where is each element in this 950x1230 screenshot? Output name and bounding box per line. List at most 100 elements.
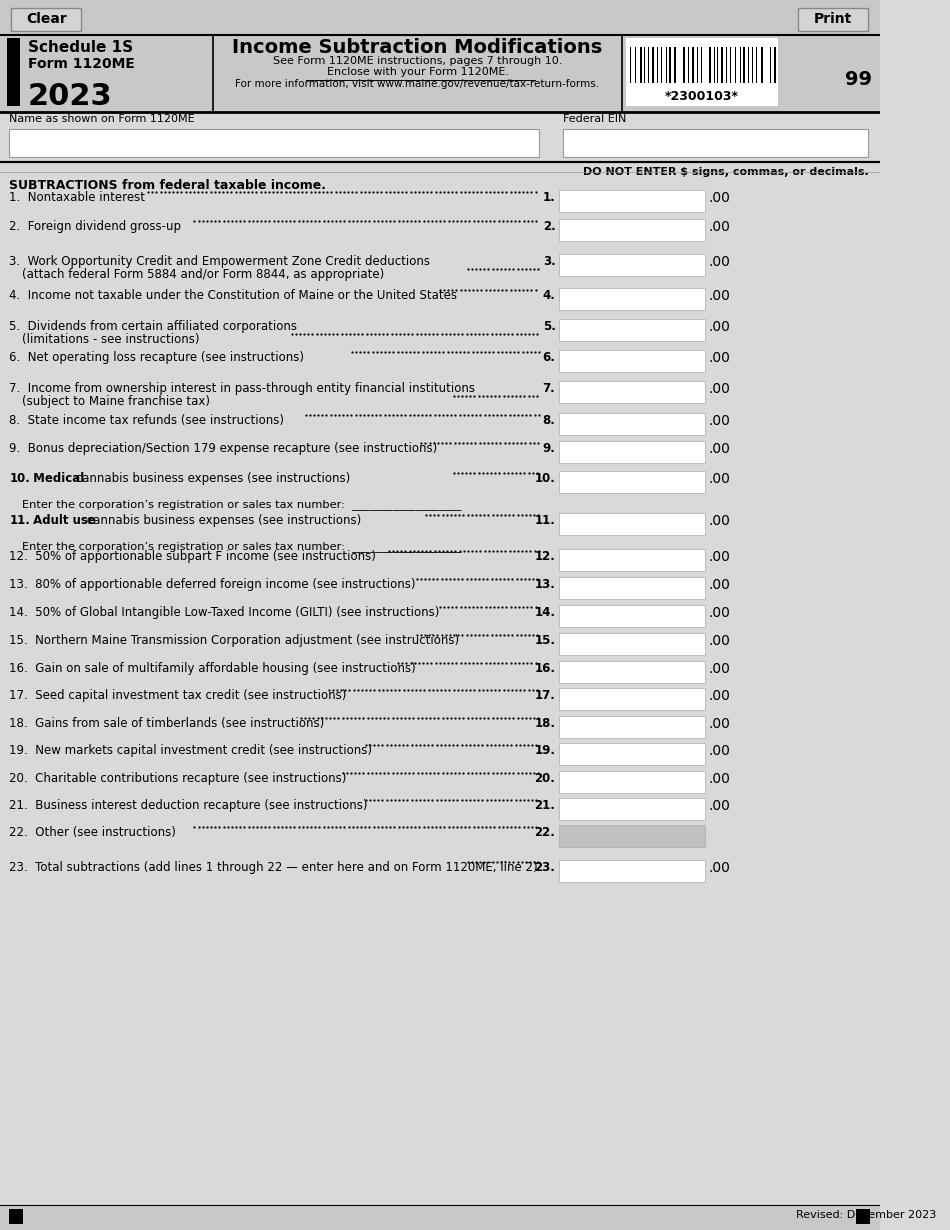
Bar	[560, 577, 705, 599]
Text: 4.: 4.	[542, 289, 556, 303]
Bar	[560, 255, 705, 276]
Text: (attach federal Form 5884 and/or Form 8844, as appropriate): (attach federal Form 5884 and/or Form 88…	[22, 268, 385, 280]
Text: 16.: 16.	[535, 662, 556, 675]
Text: .00: .00	[709, 220, 731, 234]
Text: 6.: 6.	[542, 351, 556, 364]
Text: cannabis business expenses (see instructions): cannabis business expenses (see instruct…	[83, 514, 361, 526]
Bar	[674, 47, 675, 82]
Text: 20.: 20.	[535, 772, 556, 785]
Text: 14.  50% of Global Intangible Low-Taxed Income (GILTI) (see instructions): 14. 50% of Global Intangible Low-Taxed I…	[10, 606, 440, 619]
Bar	[0, 112, 880, 162]
Bar	[563, 129, 868, 157]
Text: .00: .00	[709, 662, 731, 676]
Text: For more information, visit www.maine.gov/revenue/tax-return-forms.: For more information, visit www.maine.go…	[236, 79, 599, 89]
Text: .00: .00	[709, 514, 731, 528]
Text: 12.  50% of apportionable subpart F income (see instructions): 12. 50% of apportionable subpart F incom…	[10, 550, 376, 563]
Text: 22.  Other (see instructions): 22. Other (see instructions)	[10, 827, 176, 839]
Bar	[10, 129, 539, 157]
Text: 11.: 11.	[535, 514, 556, 526]
Bar	[560, 605, 705, 627]
Text: .00: .00	[709, 689, 731, 704]
Bar	[683, 47, 685, 82]
Text: Income Subtraction Modifications: Income Subtraction Modifications	[233, 38, 602, 57]
Bar	[560, 513, 705, 535]
Text: (limitations - see instructions): (limitations - see instructions)	[22, 333, 200, 346]
Bar	[560, 549, 705, 571]
Text: .00: .00	[709, 255, 731, 269]
Text: 2.  Foreign dividend gross-up: 2. Foreign dividend gross-up	[10, 220, 181, 232]
Text: .00: .00	[709, 772, 731, 786]
Bar	[560, 381, 705, 403]
Bar	[0, 34, 880, 112]
Text: See Form 1120ME instructions, pages 7 through 10.: See Form 1120ME instructions, pages 7 th…	[273, 57, 562, 66]
Text: 6.  Net operating loss recapture (see instructions): 6. Net operating loss recapture (see ins…	[10, 351, 304, 364]
Text: 7.: 7.	[542, 383, 556, 395]
Bar	[560, 688, 705, 710]
Text: 10.: 10.	[10, 472, 30, 485]
Text: cannabis business expenses (see instructions): cannabis business expenses (see instruct…	[72, 472, 351, 485]
Text: 16.  Gain on sale of multifamily affordable housing (see instructions): 16. Gain on sale of multifamily affordab…	[10, 662, 416, 675]
Text: Revised: December 2023: Revised: December 2023	[796, 1210, 937, 1220]
Text: .00: .00	[709, 606, 731, 620]
Bar	[560, 319, 705, 341]
Bar	[744, 47, 745, 82]
Bar	[626, 38, 778, 106]
Bar	[560, 351, 705, 371]
Bar	[560, 219, 705, 241]
Bar	[761, 47, 763, 82]
Bar	[560, 743, 705, 765]
Text: Clear: Clear	[26, 12, 66, 26]
Bar	[560, 413, 705, 435]
Bar	[10, 1209, 23, 1224]
Bar	[0, 1205, 880, 1230]
Text: 5.  Dividends from certain affiliated corporations: 5. Dividends from certain affiliated cor…	[10, 320, 297, 333]
Text: 15.  Northern Maine Transmission Corporation adjustment (see instructions): 15. Northern Maine Transmission Corporat…	[10, 633, 460, 647]
Text: 2023: 2023	[28, 82, 112, 111]
Text: 5.: 5.	[542, 320, 556, 333]
Text: Print: Print	[814, 12, 852, 26]
Text: Name as shown on Form 1120ME: Name as shown on Form 1120ME	[10, 114, 195, 124]
Text: .00: .00	[709, 578, 731, 592]
Bar	[560, 442, 705, 462]
Bar	[798, 9, 868, 31]
Text: 14.: 14.	[535, 606, 556, 619]
Text: 9.  Bonus depreciation/Section 179 expense recapture (see instructions): 9. Bonus depreciation/Section 179 expens…	[10, 442, 438, 455]
Text: 8.  State income tax refunds (see instructions): 8. State income tax refunds (see instruc…	[10, 415, 284, 427]
Text: 19.  New markets capital investment credit (see instructions): 19. New markets capital investment credi…	[10, 744, 372, 756]
Text: Schedule 1S: Schedule 1S	[28, 41, 133, 55]
Text: 23.  Total subtractions (add lines 1 through 22 — enter here and on Form 1120ME,: 23. Total subtractions (add lines 1 thro…	[10, 861, 538, 875]
Bar	[560, 661, 705, 683]
Bar	[11, 9, 82, 31]
Bar	[774, 47, 776, 82]
Bar	[639, 47, 641, 82]
Text: 10.: 10.	[535, 472, 556, 485]
Text: .00: .00	[709, 800, 731, 813]
Bar	[856, 1209, 870, 1224]
Bar	[0, 0, 880, 34]
Bar	[652, 47, 654, 82]
Bar	[560, 716, 705, 738]
Text: .00: .00	[709, 289, 731, 303]
Text: 2.: 2.	[542, 220, 556, 232]
Text: DO NOT ENTER $ signs, commas, or decimals.: DO NOT ENTER $ signs, commas, or decimal…	[582, 167, 868, 177]
Text: *2300103*: *2300103*	[665, 90, 739, 103]
Bar	[560, 288, 705, 310]
Text: .00: .00	[709, 744, 731, 758]
Text: .00: .00	[709, 320, 731, 335]
Text: .00: .00	[709, 191, 731, 205]
Text: 13.  80% of apportionable deferred foreign income (see instructions): 13. 80% of apportionable deferred foreig…	[10, 578, 416, 590]
Text: .00: .00	[709, 351, 731, 365]
Text: .00: .00	[709, 415, 731, 428]
Text: Federal EIN: Federal EIN	[563, 114, 626, 124]
Text: (subject to Maine franchise tax): (subject to Maine franchise tax)	[22, 395, 210, 408]
Text: Medical: Medical	[29, 472, 85, 485]
Text: .00: .00	[709, 383, 731, 396]
Text: 17.  Seed capital investment tax credit (see instructions): 17. Seed capital investment tax credit (…	[10, 689, 347, 702]
Text: Enter the corporation’s registration or sales tax number:  ___________________: Enter the corporation’s registration or …	[22, 499, 462, 510]
Text: 1.: 1.	[542, 191, 556, 204]
Bar	[8, 38, 20, 106]
Bar	[709, 47, 711, 82]
Text: 20.  Charitable contributions recapture (see instructions): 20. Charitable contributions recapture (…	[10, 772, 347, 785]
Bar	[670, 47, 672, 82]
Text: 9.: 9.	[542, 442, 556, 455]
